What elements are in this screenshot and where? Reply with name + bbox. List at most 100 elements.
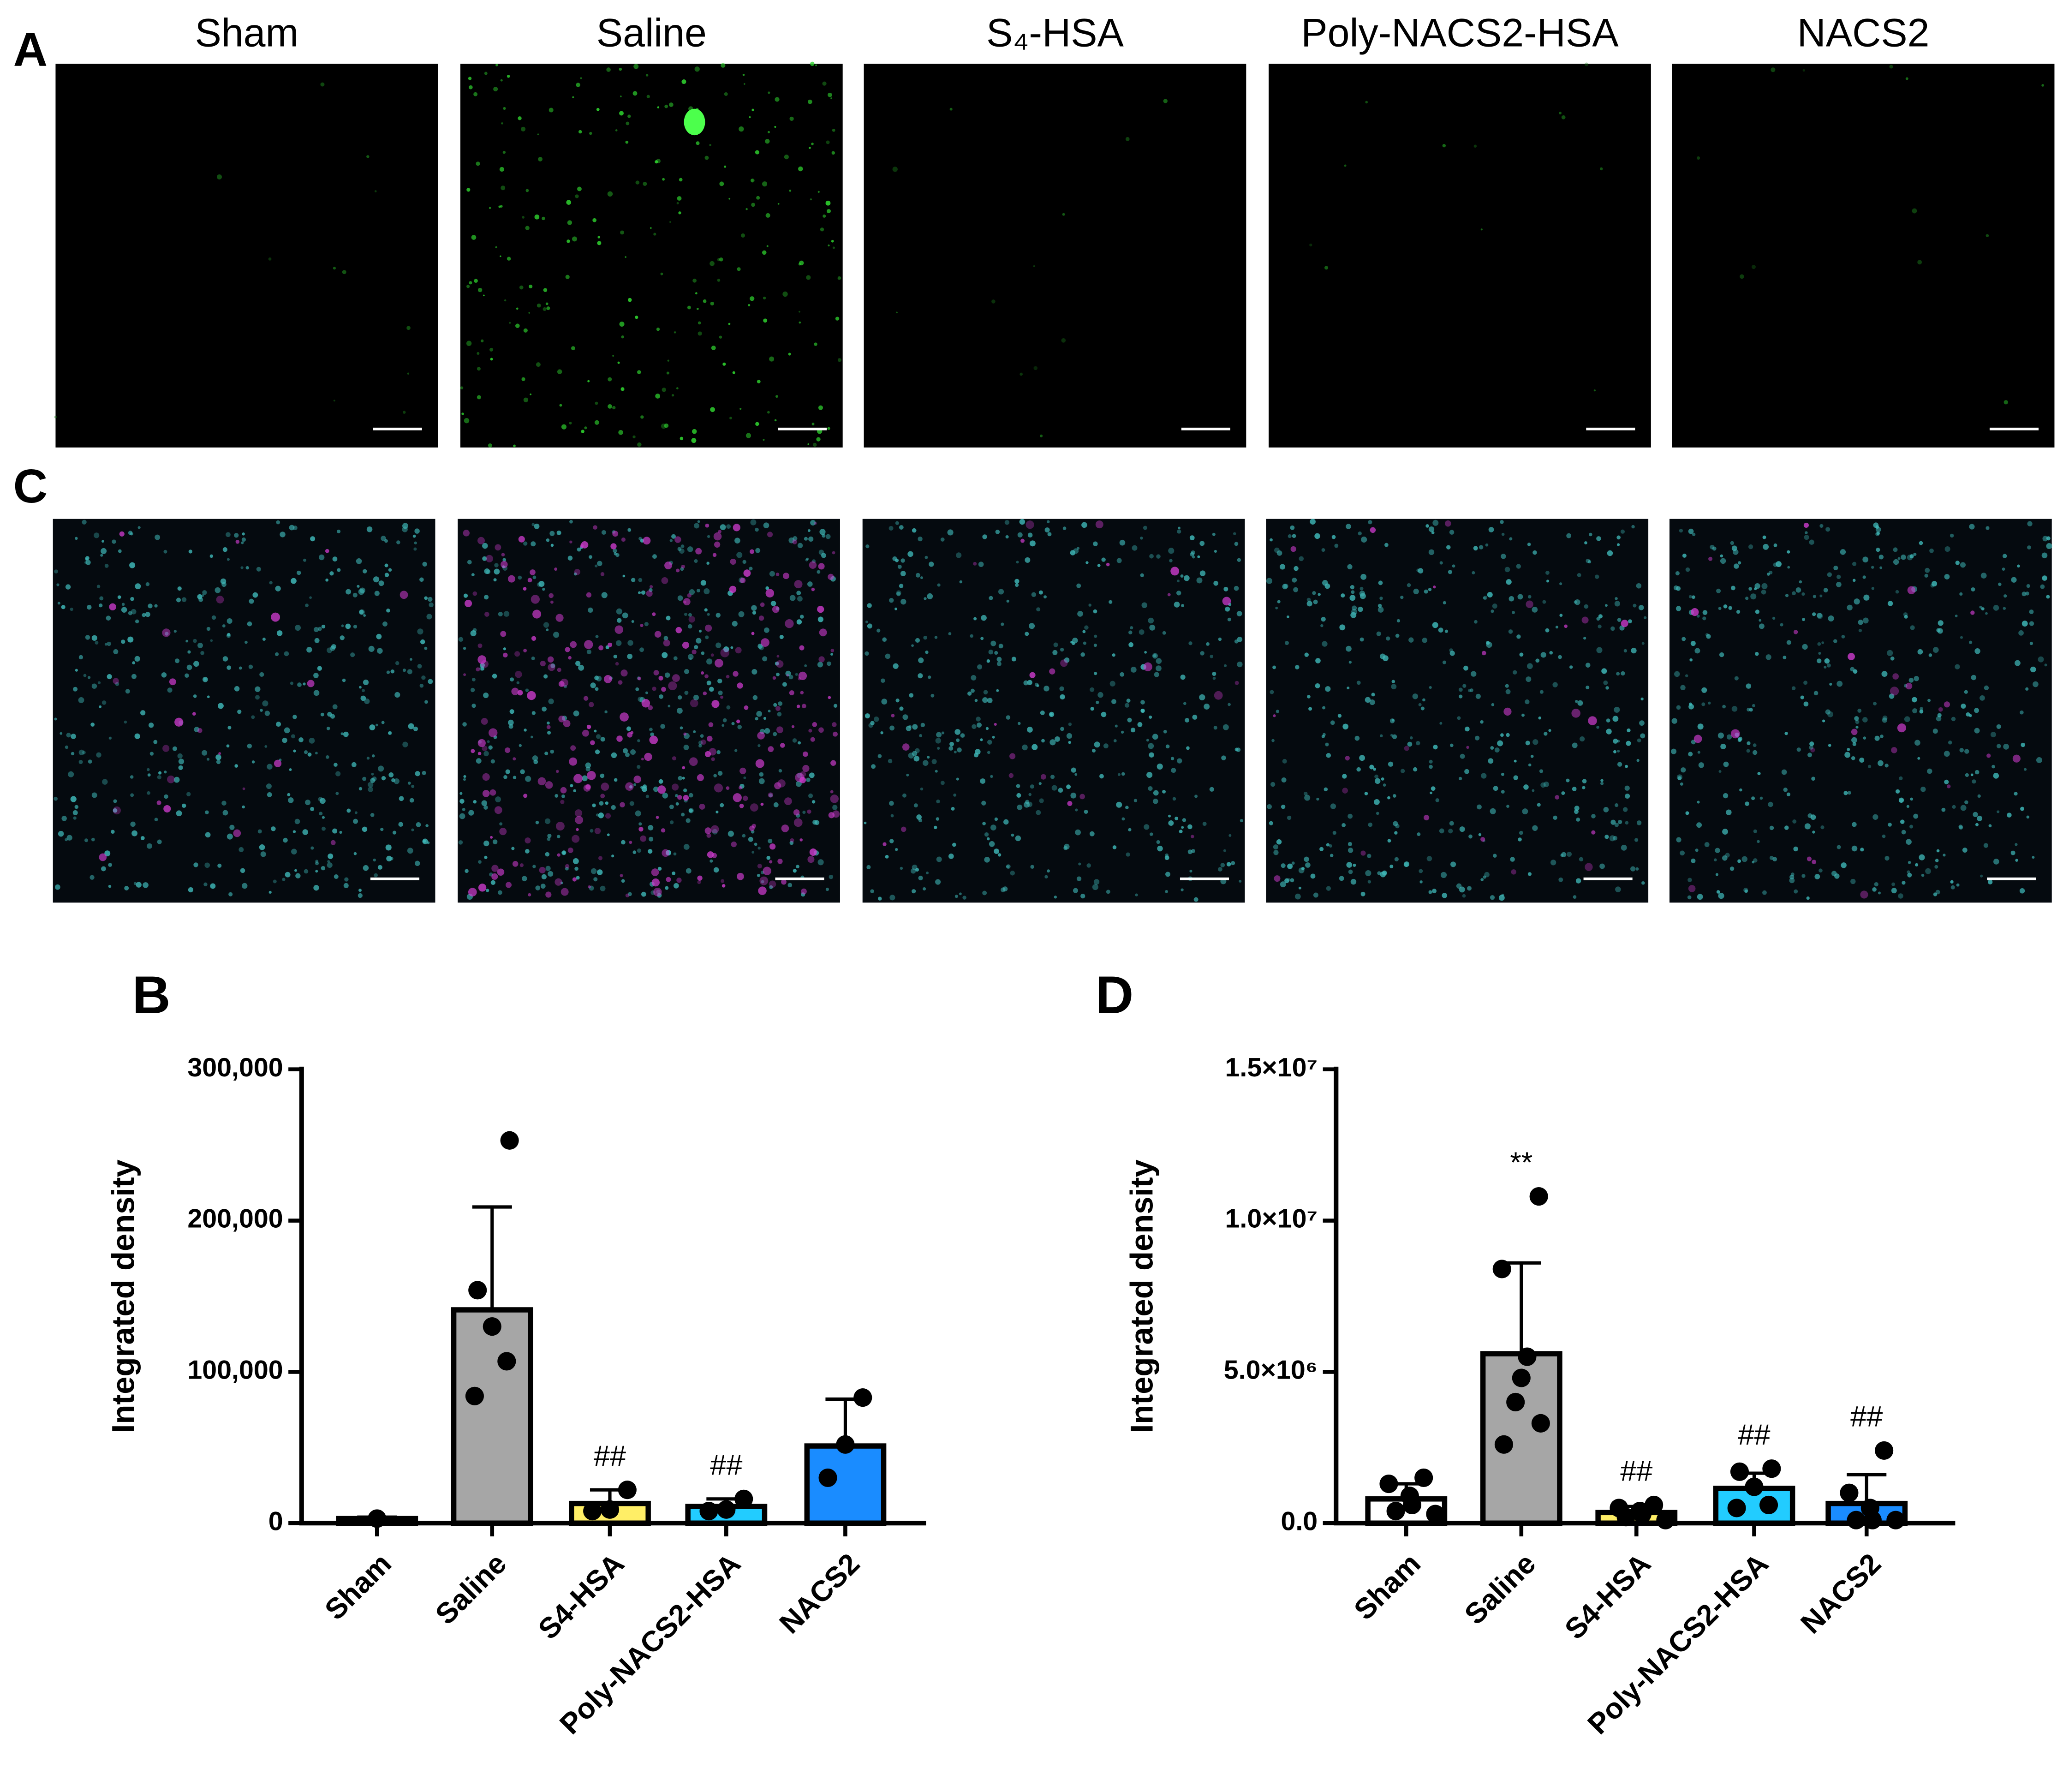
stain bbox=[690, 699, 698, 707]
nucleus bbox=[920, 787, 924, 791]
nucleus bbox=[1394, 831, 1398, 835]
nucleus bbox=[570, 784, 573, 788]
nucleus bbox=[1969, 524, 1975, 530]
stain bbox=[776, 655, 780, 658]
fluorescent-spot bbox=[653, 233, 656, 236]
nucleus bbox=[1522, 808, 1528, 815]
nucleus bbox=[1148, 617, 1154, 624]
nucleus bbox=[127, 636, 134, 643]
nucleus bbox=[488, 745, 493, 750]
nucleus bbox=[497, 890, 502, 895]
stain bbox=[641, 699, 650, 708]
nucleus bbox=[1320, 624, 1324, 627]
nucleus bbox=[205, 832, 211, 838]
nucleus bbox=[830, 653, 833, 656]
nucleus bbox=[1875, 532, 1880, 537]
nucleus bbox=[701, 651, 705, 655]
nucleus bbox=[1540, 652, 1546, 658]
fluorescent-spot bbox=[728, 197, 731, 200]
nucleus bbox=[547, 731, 551, 735]
stain bbox=[739, 803, 744, 808]
nucleus bbox=[96, 752, 101, 758]
stain bbox=[817, 605, 824, 613]
data-point bbox=[1886, 1511, 1905, 1529]
nucleus bbox=[531, 735, 533, 739]
nucleus bbox=[242, 883, 248, 889]
stain bbox=[512, 861, 519, 867]
nucleus bbox=[817, 570, 821, 574]
fluorescent-spot bbox=[612, 406, 616, 410]
micrograph bbox=[862, 519, 1245, 903]
fluorescent-spot bbox=[671, 394, 674, 397]
fluorescent-spot bbox=[687, 305, 691, 310]
nucleus bbox=[342, 678, 346, 682]
nucleus bbox=[1574, 806, 1580, 811]
nucleus bbox=[1392, 734, 1397, 739]
nucleus bbox=[548, 699, 554, 705]
nucleus bbox=[255, 695, 260, 700]
nucleus bbox=[1283, 583, 1288, 589]
nucleus bbox=[1784, 732, 1788, 735]
nucleus bbox=[1821, 641, 1825, 644]
stain bbox=[733, 671, 739, 677]
nucleus bbox=[1862, 617, 1869, 624]
nucleus bbox=[1687, 878, 1692, 883]
nucleus bbox=[101, 548, 107, 554]
fluorescent-spot bbox=[569, 422, 572, 424]
nucleus bbox=[976, 717, 981, 722]
nucleus bbox=[1034, 682, 1039, 687]
fluorescent-spot bbox=[751, 203, 755, 207]
nucleus bbox=[1917, 649, 1923, 655]
nucleus bbox=[1506, 733, 1510, 737]
nucleus bbox=[292, 830, 296, 833]
nucleus bbox=[998, 589, 1004, 595]
nucleus bbox=[1960, 562, 1966, 568]
nucleus bbox=[335, 771, 341, 777]
significance-label: ## bbox=[1850, 1401, 1883, 1433]
nucleus bbox=[1615, 803, 1619, 807]
stain bbox=[973, 561, 977, 566]
nucleus bbox=[713, 774, 717, 777]
nucleus bbox=[419, 683, 424, 688]
nucleus bbox=[1419, 880, 1423, 884]
nucleus bbox=[1137, 722, 1143, 727]
data-point bbox=[1633, 1505, 1652, 1523]
nucleus bbox=[276, 722, 281, 727]
nucleus bbox=[889, 839, 894, 843]
nucleus bbox=[327, 860, 330, 863]
stain bbox=[695, 548, 702, 555]
nucleus bbox=[720, 524, 726, 530]
nucleus bbox=[297, 682, 302, 687]
nucleus bbox=[773, 802, 779, 807]
nucleus bbox=[595, 687, 599, 691]
fluorescent-spot bbox=[719, 181, 724, 186]
stain bbox=[750, 803, 758, 812]
nucleus bbox=[764, 728, 770, 734]
nucleus bbox=[810, 520, 816, 526]
nucleus bbox=[1617, 749, 1620, 753]
nucleus bbox=[525, 776, 531, 782]
stain bbox=[235, 540, 240, 544]
stain bbox=[523, 587, 527, 591]
nucleus bbox=[893, 663, 899, 669]
micrograph bbox=[460, 61, 843, 448]
stain bbox=[651, 878, 660, 887]
nucleus bbox=[65, 584, 71, 590]
nucleus bbox=[755, 717, 758, 721]
nucleus bbox=[193, 661, 199, 667]
nucleus bbox=[520, 769, 525, 774]
nucleus bbox=[1128, 642, 1133, 647]
fluorescent-spot bbox=[818, 405, 823, 410]
stain bbox=[1890, 687, 1899, 696]
nucleus bbox=[1092, 884, 1098, 890]
nucleus bbox=[414, 860, 420, 866]
nucleus bbox=[1452, 564, 1455, 568]
nucleus bbox=[1266, 578, 1272, 584]
nucleus bbox=[494, 568, 500, 575]
nucleus bbox=[596, 734, 601, 739]
stain bbox=[600, 572, 605, 576]
nucleus bbox=[1762, 890, 1767, 895]
stain bbox=[1020, 538, 1025, 543]
nucleus bbox=[1509, 537, 1513, 541]
nucleus bbox=[1583, 637, 1586, 640]
